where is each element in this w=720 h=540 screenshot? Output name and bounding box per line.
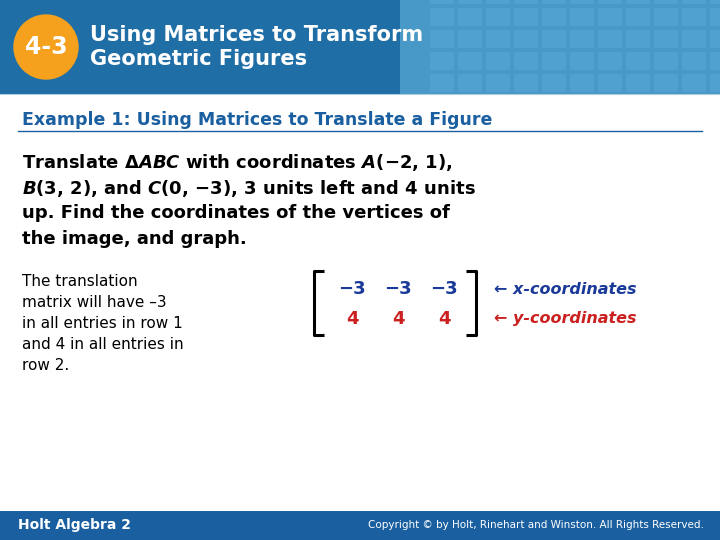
Bar <box>570 30 594 48</box>
Bar <box>682 74 706 92</box>
Bar <box>542 30 566 48</box>
Bar <box>710 52 720 70</box>
Bar <box>654 8 678 26</box>
Bar <box>626 74 650 92</box>
Bar <box>486 8 510 26</box>
Bar <box>598 74 622 92</box>
Bar <box>682 30 706 48</box>
Bar <box>598 52 622 70</box>
Bar <box>486 74 510 92</box>
Bar <box>514 8 538 26</box>
Bar <box>542 52 566 70</box>
Bar <box>598 8 622 26</box>
Text: −3: −3 <box>384 280 412 298</box>
Bar <box>570 52 594 70</box>
Text: $\bfit{B}$(3, 2), and $\bfit{C}$(0, $\mathbf{-}$3), 3 units left and 4 units: $\bfit{B}$(3, 2), and $\bfit{C}$(0, $\ma… <box>22 178 476 199</box>
Text: and 4 in all entries in: and 4 in all entries in <box>22 337 184 352</box>
Bar <box>654 74 678 92</box>
Text: 4: 4 <box>392 310 404 328</box>
Bar <box>542 74 566 92</box>
Text: ← x-coordinates: ← x-coordinates <box>494 281 636 296</box>
Text: Using Matrices to Transform: Using Matrices to Transform <box>90 25 423 45</box>
Bar <box>542 0 566 4</box>
Text: 4: 4 <box>346 310 359 328</box>
Bar <box>626 52 650 70</box>
Bar <box>458 8 482 26</box>
Text: row 2.: row 2. <box>22 358 69 373</box>
Bar <box>626 0 650 4</box>
Bar <box>682 0 706 4</box>
Bar <box>0 511 720 540</box>
Bar <box>400 0 720 94</box>
Bar <box>514 30 538 48</box>
Text: Example 1: Using Matrices to Translate a Figure: Example 1: Using Matrices to Translate a… <box>22 111 492 129</box>
Bar <box>626 8 650 26</box>
Bar <box>710 0 720 4</box>
Bar <box>570 74 594 92</box>
Bar <box>710 74 720 92</box>
Text: Copyright © by Holt, Rinehart and Winston. All Rights Reserved.: Copyright © by Holt, Rinehart and Winsto… <box>368 521 704 530</box>
Bar <box>598 0 622 4</box>
Bar <box>514 52 538 70</box>
Bar <box>682 52 706 70</box>
Text: the image, and graph.: the image, and graph. <box>22 230 247 248</box>
Bar <box>430 8 454 26</box>
Text: −3: −3 <box>430 280 458 298</box>
Circle shape <box>14 15 78 79</box>
Text: Holt Algebra 2: Holt Algebra 2 <box>18 518 131 532</box>
Text: ← y-coordinates: ← y-coordinates <box>494 312 636 327</box>
Bar <box>458 30 482 48</box>
Text: in all entries in row 1: in all entries in row 1 <box>22 316 183 331</box>
Bar <box>626 30 650 48</box>
Bar <box>458 0 482 4</box>
Bar <box>654 52 678 70</box>
Text: 4-3: 4-3 <box>24 35 67 59</box>
Bar <box>570 8 594 26</box>
Bar <box>430 0 454 4</box>
Bar <box>710 30 720 48</box>
Bar <box>430 52 454 70</box>
Bar <box>458 52 482 70</box>
Bar <box>710 8 720 26</box>
Bar <box>514 0 538 4</box>
Bar <box>486 30 510 48</box>
Bar <box>514 74 538 92</box>
Text: Geometric Figures: Geometric Figures <box>90 49 307 69</box>
Text: 4: 4 <box>438 310 450 328</box>
Text: The translation: The translation <box>22 274 138 289</box>
Bar <box>654 0 678 4</box>
Text: matrix will have –3: matrix will have –3 <box>22 295 166 310</box>
Text: Translate $\bf\Delta$$\bfit{ABC}$ with coordinates $\bfit{A}$($\mathbf{-}$2, 1),: Translate $\bf\Delta$$\bfit{ABC}$ with c… <box>22 152 452 173</box>
Text: up. Find the coordinates of the vertices of: up. Find the coordinates of the vertices… <box>22 204 450 222</box>
Bar <box>486 0 510 4</box>
Bar <box>682 8 706 26</box>
Text: −3: −3 <box>338 280 366 298</box>
Bar <box>430 30 454 48</box>
Bar <box>542 8 566 26</box>
Bar <box>430 74 454 92</box>
Bar <box>458 74 482 92</box>
Bar <box>0 0 720 94</box>
Bar <box>654 30 678 48</box>
Bar <box>570 0 594 4</box>
Bar <box>598 30 622 48</box>
Bar <box>486 52 510 70</box>
